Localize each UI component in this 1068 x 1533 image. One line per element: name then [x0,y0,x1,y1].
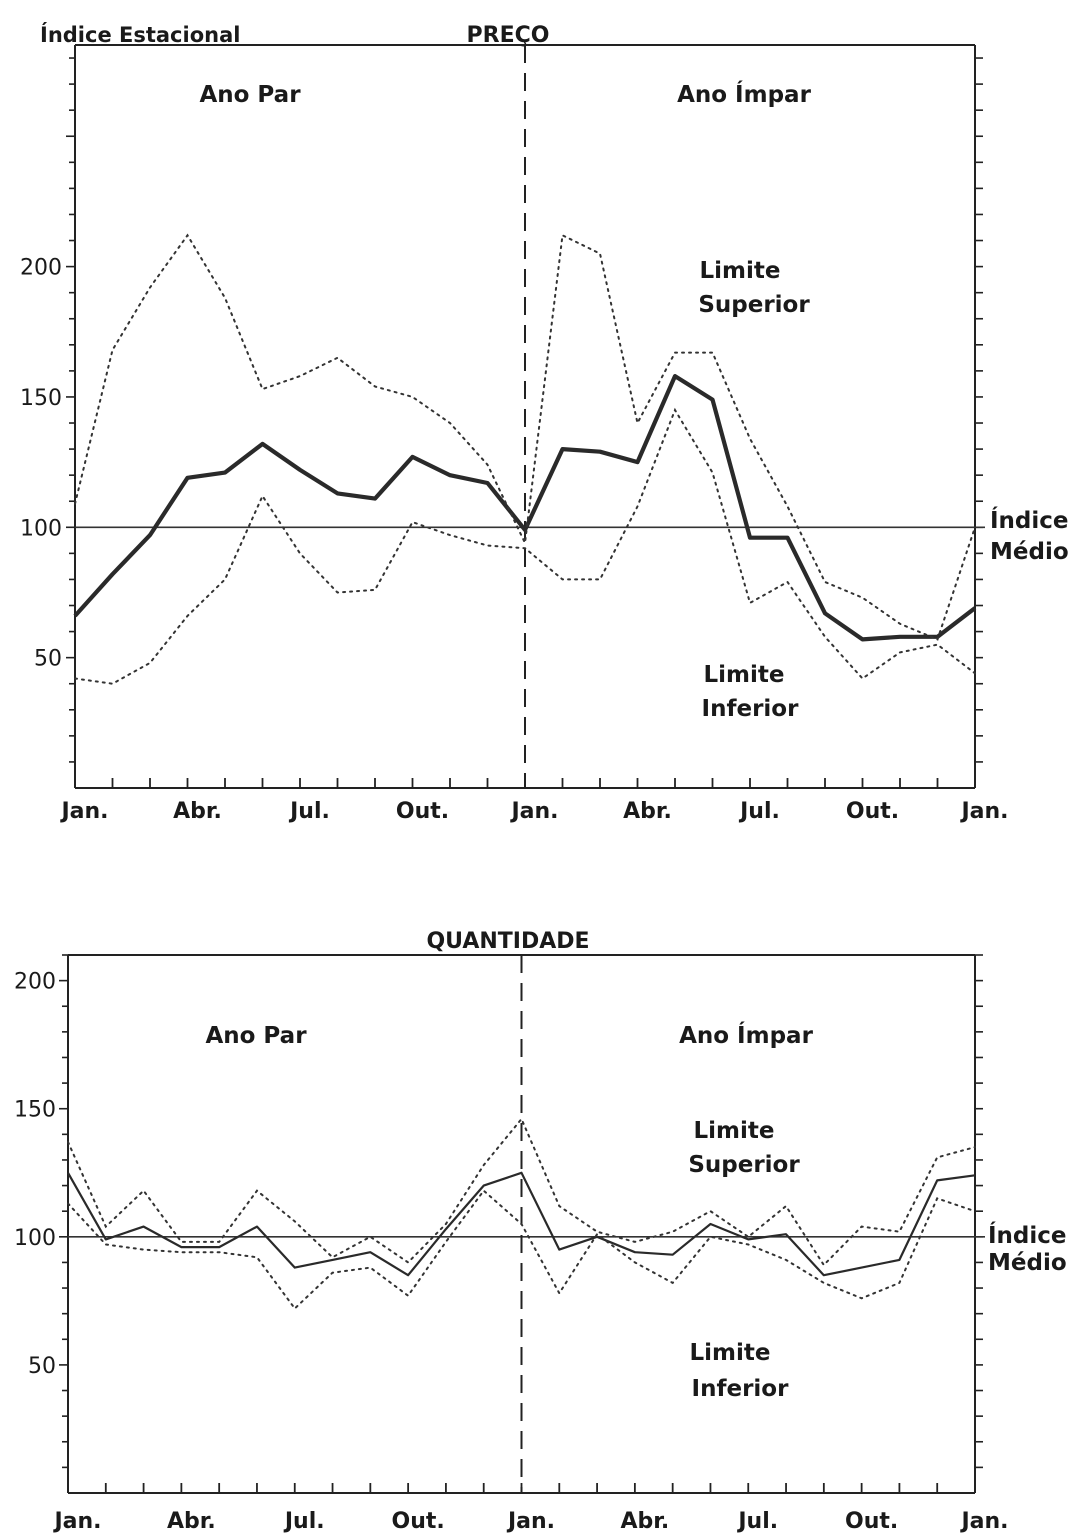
quantity-period-odd-year: Ano Ímpar [679,1021,813,1049]
price-x-tick-label: Jan. [959,799,1008,824]
price-x-tick-label: Abr. [623,799,672,824]
price-chart: Índice Estacional PREÇO Ano Par Ano Ímpa… [20,22,1068,824]
price-lower-limit-label-1: Limite [704,662,785,688]
quantity-x-tick-label: Abr. [620,1509,669,1533]
price-upper-limit-line [74,233,976,641]
quantity-period-even-year: Ano Par [205,1023,307,1049]
price-chart-title: PREÇO [467,23,550,48]
quantity-upper-limit-line [67,1117,976,1267]
price-x-tick-label: Jul. [738,799,780,824]
price-x-tick-label: Jan. [509,799,558,824]
quantity-upper-limit-label-2: Superior [688,1152,800,1178]
price-x-tick-label: Abr. [173,799,222,824]
quantity-y-tick-label: 200 [14,970,56,995]
quantity-x-tick-label: Jan. [959,1509,1008,1533]
price-mean-index-label-2: Médio [990,539,1068,565]
price-x-tick-label: Out. [846,799,899,824]
quantity-plot-frame: 50 100 150 200 Jan. Abr. Jul. Out. Jan. Abr. Jul. O… [14,954,1009,1533]
quantity-x-tick-label: Jan. [506,1509,555,1533]
quantity-x-tick-label: Abr. [167,1509,216,1533]
quantity-lower-limit-label-1: Limite [690,1340,771,1366]
quantity-chart: QUANTIDADE Ano Par Ano Ímpar Limite Supe… [14,929,1067,1533]
quantity-y-tick-label: 150 [14,1098,56,1123]
price-upper-limit-label-1: Limite [700,258,781,284]
price-y-tick-label: 100 [20,516,62,541]
quantity-lower-limit-label-2: Inferior [692,1376,790,1402]
price-period-even-year: Ano Par [199,82,301,108]
price-y-axis-label: Índice Estacional [40,22,240,47]
quantity-x-tick-label: Jul. [283,1509,325,1533]
price-x-tick-label: Jul. [288,799,330,824]
quantity-lower-limit-line [67,1189,976,1311]
price-seasonal-index-line [73,374,977,642]
price-x-tick-label: Out. [396,799,449,824]
price-mean-index-label-1: Índice [990,506,1068,534]
quantity-mean-index-label-2: Médio [988,1250,1067,1276]
quantity-y-tick-label: 50 [28,1354,56,1379]
quantity-x-tick-label: Jul. [736,1509,778,1533]
price-y-tick-label: 150 [20,386,62,411]
quantity-seasonal-index-line [67,1171,976,1277]
price-y-tick-label: 200 [20,256,62,281]
quantity-upper-limit-label-1: Limite [694,1118,775,1144]
quantity-x-tick-label: Jan. [52,1509,101,1533]
quantity-x-tick-label: Out. [845,1509,898,1533]
price-upper-limit-label-2: Superior [698,292,810,318]
price-y-tick-label: 50 [34,647,62,672]
price-lower-limit-label-2: Inferior [702,696,800,722]
price-plot-frame: 50 100 150 200 Jan. Abr. Jul. Out. Jan. Abr. Jul. O… [20,44,1009,824]
price-x-tick-label: Jan. [59,799,108,824]
quantity-mean-index-label-1: Índice [988,1221,1067,1249]
price-period-odd-year: Ano Ímpar [677,80,811,108]
price-lower-limit-line [74,407,976,685]
quantity-chart-title: QUANTIDADE [426,929,589,954]
quantity-x-tick-label: Out. [392,1509,445,1533]
quantity-y-tick-label: 100 [14,1226,56,1251]
